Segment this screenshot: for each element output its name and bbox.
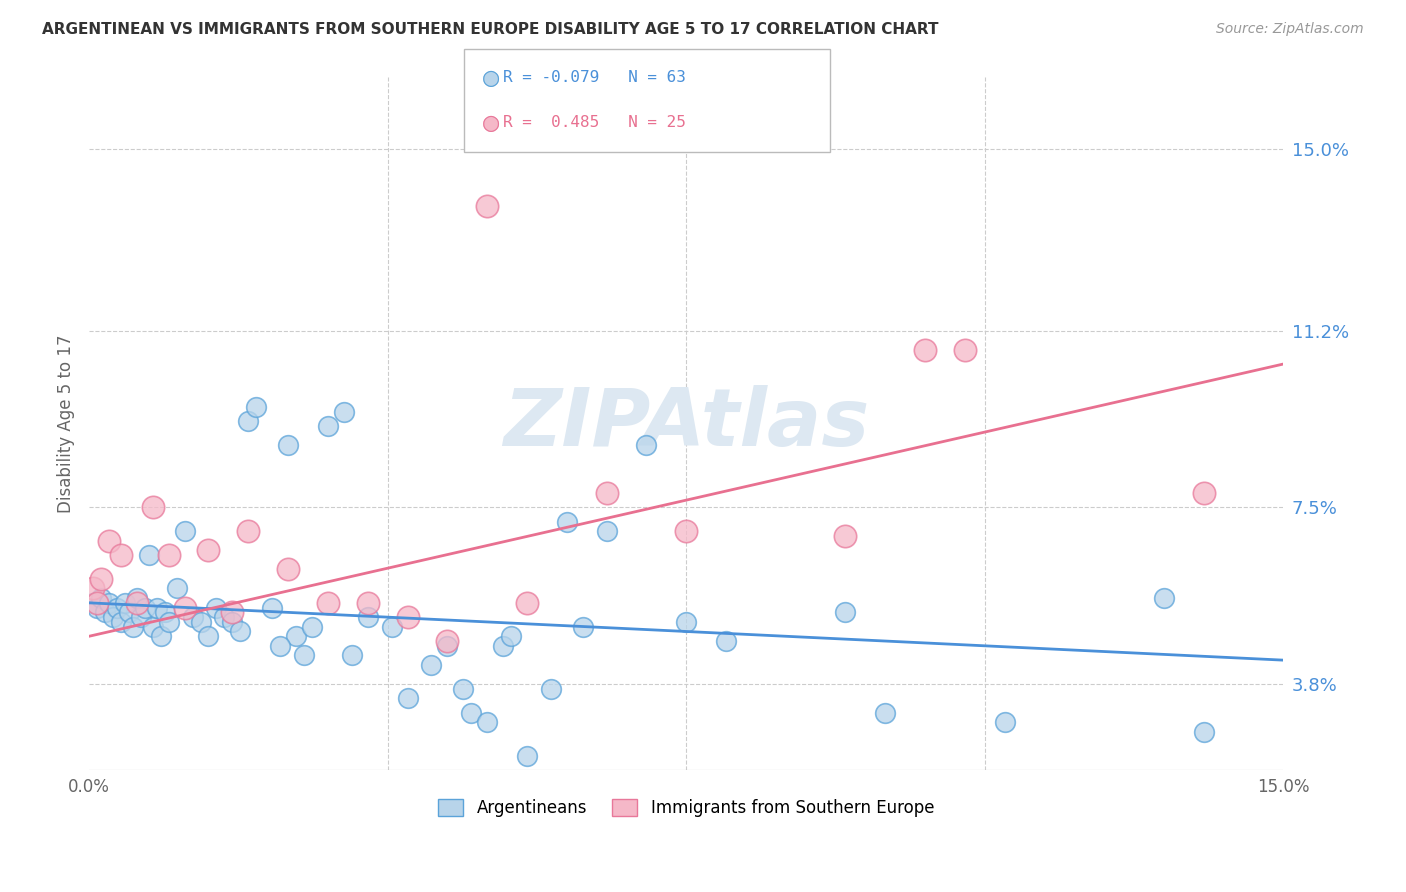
Point (238, 414, 260, 428)
Point (340, 648, 363, 663)
Point (285, 629, 308, 643)
Text: ZIPAtlas: ZIPAtlas (503, 384, 869, 463)
Point (138, 548, 160, 562)
Text: R = -0.079   N = 63: R = -0.079 N = 63 (503, 70, 686, 86)
Point (157, 615, 180, 629)
Point (125, 591, 148, 605)
Point (436, 634, 458, 648)
Point (396, 610, 419, 624)
Point (834, 529, 856, 543)
Point (173, 524, 195, 538)
Point (333, 405, 356, 419)
Point (540, 681, 562, 696)
Point (82, 582, 104, 596)
Point (110, 548, 132, 562)
Point (125, 596, 148, 610)
Point (453, 681, 475, 696)
Point (420, 657, 443, 672)
Point (499, 629, 522, 643)
Point (516, 596, 538, 610)
Text: ○: ○ (482, 113, 501, 133)
Point (316, 419, 339, 434)
Point (166, 582, 188, 596)
Point (357, 596, 380, 610)
Point (142, 500, 165, 515)
Point (636, 438, 658, 452)
Point (292, 648, 315, 663)
Point (262, 600, 284, 615)
Point (381, 620, 404, 634)
Point (834, 606, 856, 620)
Point (157, 548, 180, 562)
Text: R =  0.485   N = 25: R = 0.485 N = 25 (503, 115, 686, 130)
Point (475, 199, 498, 213)
Point (94, 606, 117, 620)
Point (714, 634, 737, 648)
Point (98, 533, 121, 548)
Point (229, 624, 252, 639)
Point (953, 343, 976, 357)
Point (197, 543, 219, 558)
Point (214, 610, 236, 624)
Point (134, 600, 156, 615)
Y-axis label: Disability Age 5 to 17: Disability Age 5 to 17 (58, 334, 75, 513)
Point (205, 600, 228, 615)
Point (875, 706, 897, 720)
Point (277, 438, 299, 452)
Legend: Argentineans, Immigrants from Southern Europe: Argentineans, Immigrants from Southern E… (432, 792, 941, 824)
Point (221, 615, 243, 629)
Point (149, 629, 172, 643)
Point (173, 600, 195, 615)
Point (98, 596, 121, 610)
Point (190, 615, 212, 629)
Point (516, 748, 538, 763)
Point (221, 606, 243, 620)
Point (114, 596, 136, 610)
Point (90, 572, 112, 586)
Point (396, 691, 419, 706)
Point (145, 600, 167, 615)
Point (245, 400, 267, 414)
Point (436, 639, 458, 653)
Point (1153, 591, 1175, 605)
Point (914, 343, 936, 357)
Point (101, 610, 124, 624)
Point (316, 596, 339, 610)
Point (1192, 724, 1215, 739)
Point (86, 600, 108, 615)
Point (571, 620, 593, 634)
Point (181, 610, 204, 624)
Point (460, 706, 482, 720)
Text: ARGENTINEAN VS IMMIGRANTS FROM SOUTHERN EUROPE DISABILITY AGE 5 TO 17 CORRELATIO: ARGENTINEAN VS IMMIGRANTS FROM SOUTHERN … (42, 22, 939, 37)
Point (142, 620, 165, 634)
Point (277, 562, 299, 576)
Point (153, 606, 176, 620)
Point (269, 639, 291, 653)
Text: ●: ● (482, 113, 501, 133)
Point (555, 515, 578, 529)
Point (595, 486, 617, 500)
Point (1192, 486, 1215, 500)
Text: ●: ● (482, 68, 501, 87)
Point (110, 615, 132, 629)
Point (105, 600, 128, 615)
Point (90, 591, 112, 605)
Point (118, 606, 141, 620)
Point (82, 596, 104, 610)
Point (475, 715, 498, 730)
Text: ○: ○ (482, 68, 501, 87)
Point (301, 620, 323, 634)
Point (994, 715, 1017, 730)
Point (675, 615, 697, 629)
Point (238, 524, 260, 538)
Point (129, 610, 152, 624)
Point (121, 620, 143, 634)
Text: Source: ZipAtlas.com: Source: ZipAtlas.com (1216, 22, 1364, 37)
Point (86, 596, 108, 610)
Point (357, 610, 380, 624)
Point (675, 524, 697, 538)
Point (492, 639, 515, 653)
Point (197, 629, 219, 643)
Point (595, 524, 617, 538)
